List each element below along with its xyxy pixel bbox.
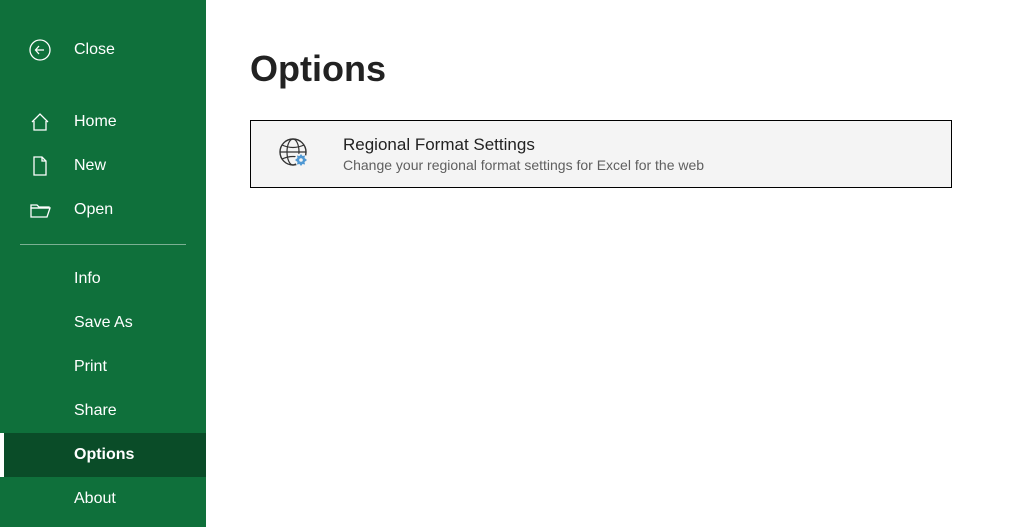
back-arrow-icon	[28, 38, 52, 62]
regional-format-settings-card[interactable]: Regional Format Settings Change your reg…	[250, 120, 952, 188]
sidebar-item-home[interactable]: Home	[0, 100, 206, 144]
sidebar-item-label: Info	[74, 270, 101, 288]
sidebar-item-share[interactable]: Share	[0, 389, 206, 433]
sidebar-item-label: Open	[74, 201, 113, 219]
sidebar-item-label: About	[74, 490, 116, 508]
home-icon	[28, 110, 52, 134]
sidebar-item-label: Save As	[74, 314, 133, 332]
sidebar-item-label: Options	[74, 446, 134, 464]
card-title: Regional Format Settings	[343, 135, 704, 155]
main-content: Options Regional Format Setting	[206, 0, 1011, 527]
sidebar-item-options[interactable]: Options	[0, 433, 206, 477]
sidebar-item-new[interactable]: New	[0, 144, 206, 188]
sidebar-item-about[interactable]: About	[0, 477, 206, 521]
sidebar-item-print[interactable]: Print	[0, 345, 206, 389]
sidebar-item-label: Share	[74, 402, 117, 420]
sidebar-item-info[interactable]: Info	[0, 257, 206, 301]
sidebar-item-label: Home	[74, 113, 117, 131]
open-folder-icon	[28, 198, 52, 222]
card-description: Change your regional format settings for…	[343, 157, 704, 173]
globe-gear-icon	[275, 134, 315, 174]
card-text: Regional Format Settings Change your reg…	[343, 135, 704, 173]
new-file-icon	[28, 154, 52, 178]
page-title: Options	[250, 48, 967, 90]
close-label: Close	[74, 41, 115, 59]
backstage-sidebar: Close Home New	[0, 0, 206, 527]
sidebar-item-open[interactable]: Open	[0, 188, 206, 232]
sidebar-item-label: Print	[74, 358, 107, 376]
sidebar-item-save-as[interactable]: Save As	[0, 301, 206, 345]
close-button[interactable]: Close	[0, 28, 206, 72]
sidebar-item-label: New	[74, 157, 106, 175]
sidebar-divider	[20, 244, 186, 245]
